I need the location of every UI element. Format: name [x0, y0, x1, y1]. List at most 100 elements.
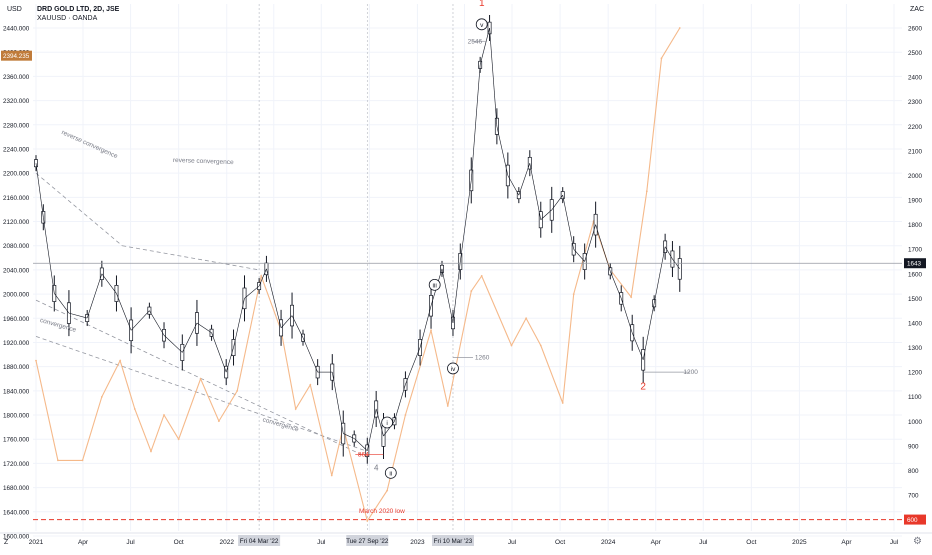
- price-path-segment: [394, 384, 406, 422]
- left-axis-tick: 1920.000: [3, 340, 30, 347]
- wave-circle: [447, 362, 459, 375]
- price-path-segment: [211, 332, 227, 373]
- price-path-segment: [101, 273, 117, 294]
- price-path-segment: [573, 249, 585, 262]
- price-path-segment: [130, 310, 150, 331]
- left-axis-tick: 1840.000: [3, 388, 30, 395]
- wave-circle: [428, 278, 441, 291]
- left-axis-tick: 2200.000: [3, 171, 30, 178]
- wave-label: iii: [433, 282, 437, 289]
- price-path-segment: [54, 293, 70, 314]
- price-path-segment: [489, 27, 498, 127]
- wave-label: v: [480, 22, 484, 29]
- gold-price-point: [119, 359, 122, 362]
- wave-major-label: 1: [479, 0, 485, 9]
- price-path-segment: [68, 312, 88, 319]
- price-path-segment: [149, 310, 165, 336]
- wave-circle: [475, 18, 488, 31]
- price-path-segment: [631, 332, 644, 360]
- gold-price-point: [539, 344, 542, 347]
- x-axis-tick: Oct: [746, 539, 756, 546]
- right-axis-tick: 2200: [908, 124, 923, 131]
- left-axis-tick: 2080.000: [3, 243, 30, 250]
- right-axis-tick: 900: [908, 443, 919, 450]
- wave-label: i: [386, 420, 387, 427]
- trend-line: [35, 299, 368, 458]
- price-path-segment: [584, 224, 596, 262]
- price-path-segment: [116, 293, 132, 331]
- x-axis-tick: 2021: [29, 539, 44, 546]
- left-axis-tick: 1720.000: [3, 461, 30, 468]
- wave-circle: [384, 466, 397, 479]
- price-bar-body: [451, 316, 455, 330]
- x-axis-tick: 2025: [792, 539, 807, 546]
- grid: [33, 4, 902, 537]
- crosshair-date-label: Fri 04 Mar '22: [240, 538, 279, 545]
- gold-price-point: [386, 489, 389, 492]
- right-axis-tick: 2400: [908, 75, 923, 82]
- gear-icon[interactable]: ⚙: [913, 536, 922, 547]
- right-axis-tick: 1300: [908, 345, 923, 352]
- gold-price-point: [309, 383, 312, 386]
- gold-price-point: [236, 389, 239, 392]
- right-axis-tick: 1400: [908, 320, 923, 327]
- gold-price-point: [678, 27, 681, 29]
- right-axis-tick: 1800: [908, 222, 923, 229]
- left-unit-label[interactable]: USD: [7, 6, 22, 13]
- timezone-toggle-icon[interactable]: Z: [4, 539, 9, 546]
- gold-price-point: [645, 190, 648, 193]
- price-path-segment: [419, 305, 432, 348]
- price-path-segment: [459, 180, 472, 262]
- right-axis-tick: 2600: [908, 26, 923, 33]
- crosshair-date-label: Fri 10 Mar '23: [434, 538, 473, 545]
- price-path-segment: [529, 163, 542, 220]
- price-path-segment: [86, 273, 103, 319]
- price-path-segment: [562, 195, 574, 250]
- right-unit-label[interactable]: ZAC: [910, 6, 924, 13]
- gold-price-point: [572, 293, 575, 295]
- right-axis-tick: 2100: [908, 148, 923, 155]
- x-axis-tick: Oct: [555, 539, 565, 546]
- wave-label: iv: [451, 366, 456, 373]
- chart-subtitle: XAUUSD · OANDA: [37, 15, 98, 22]
- gold-price-point: [177, 438, 180, 441]
- right-axis-tick: 1000: [908, 419, 923, 426]
- gold-price-point: [133, 408, 136, 410]
- gold-price-point: [100, 396, 103, 398]
- level-label: 2546: [468, 38, 483, 45]
- gold-price-point: [163, 414, 165, 416]
- x-axis-tick: Jul: [699, 539, 708, 546]
- right-axis-tick: 1900: [908, 198, 923, 205]
- price-path-segment: [366, 408, 377, 451]
- x-axis-tick: 2024: [601, 539, 616, 546]
- left-axis-tick: 2240.000: [3, 146, 30, 153]
- trend-line: [35, 172, 123, 247]
- wave-circle: [381, 416, 394, 429]
- x-axis-tick: Jul: [317, 539, 326, 546]
- gold-price-point: [510, 344, 513, 347]
- price-path-segment: [518, 163, 531, 196]
- left-axis-tick: 2000.000: [3, 292, 30, 299]
- price-path-segment: [479, 27, 490, 65]
- price-path-segment: [233, 298, 245, 348]
- right-axis-tick: 2300: [908, 99, 923, 106]
- left-axis-tick: 2280.000: [3, 122, 30, 129]
- gold-price-point: [446, 405, 449, 407]
- level-label: March 2020 low: [359, 508, 405, 515]
- gold-price-point: [199, 377, 202, 380]
- price-path-segment: [496, 126, 509, 176]
- price-path-segment: [163, 335, 183, 353]
- price-bars: [34, 15, 682, 464]
- wave-label: ii: [389, 470, 392, 477]
- price-path-segment: [343, 433, 355, 439]
- x-axis-tick: 2023: [410, 539, 425, 546]
- gold-price-point: [217, 420, 220, 422]
- trend-line: [122, 245, 260, 271]
- gold-price-point: [35, 359, 37, 362]
- gold-price-point: [470, 290, 473, 292]
- trendline-label: reverse convergence: [60, 129, 119, 160]
- x-axis-tick: 2022: [219, 539, 234, 546]
- axes: 2440.0002400.0002360.0002320.0002280.000…: [0, 26, 932, 546]
